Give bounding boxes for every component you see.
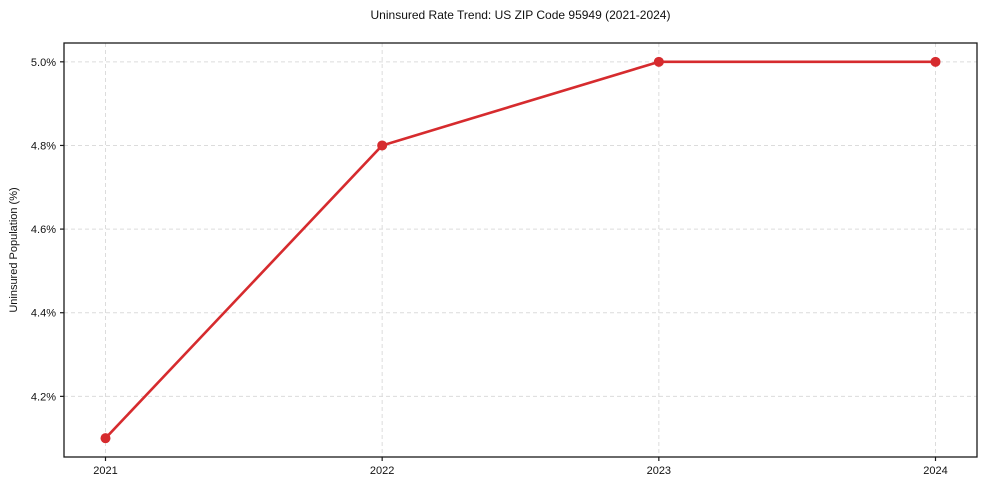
y-tick-label: 4.2%	[31, 391, 56, 403]
x-tick-label: 2022	[370, 465, 394, 477]
y-tick-label: 4.6%	[31, 224, 56, 236]
trend-line	[104, 60, 937, 440]
x-tick-label: 2024	[923, 465, 947, 477]
gridlines	[64, 43, 977, 457]
data-point	[100, 433, 111, 444]
y-tick-label: 5.0%	[31, 57, 56, 69]
data-point	[653, 56, 664, 67]
axes-frame	[63, 42, 978, 458]
data-point	[377, 140, 388, 151]
y-tick-label: 4.4%	[31, 308, 56, 320]
axis-ticks	[60, 61, 937, 461]
x-tick-label: 2023	[647, 465, 671, 477]
data-point	[930, 56, 941, 67]
y-tick-label: 4.8%	[31, 140, 56, 152]
tick-labels: 2021 2022 2023 2024 4.2% 4.4% 4.6% 4.8% 5.0%	[31, 57, 948, 477]
chart-title: Uninsured Rate Trend: US ZIP Code 95949 …	[370, 8, 671, 22]
x-tick-label: 2021	[93, 465, 117, 477]
